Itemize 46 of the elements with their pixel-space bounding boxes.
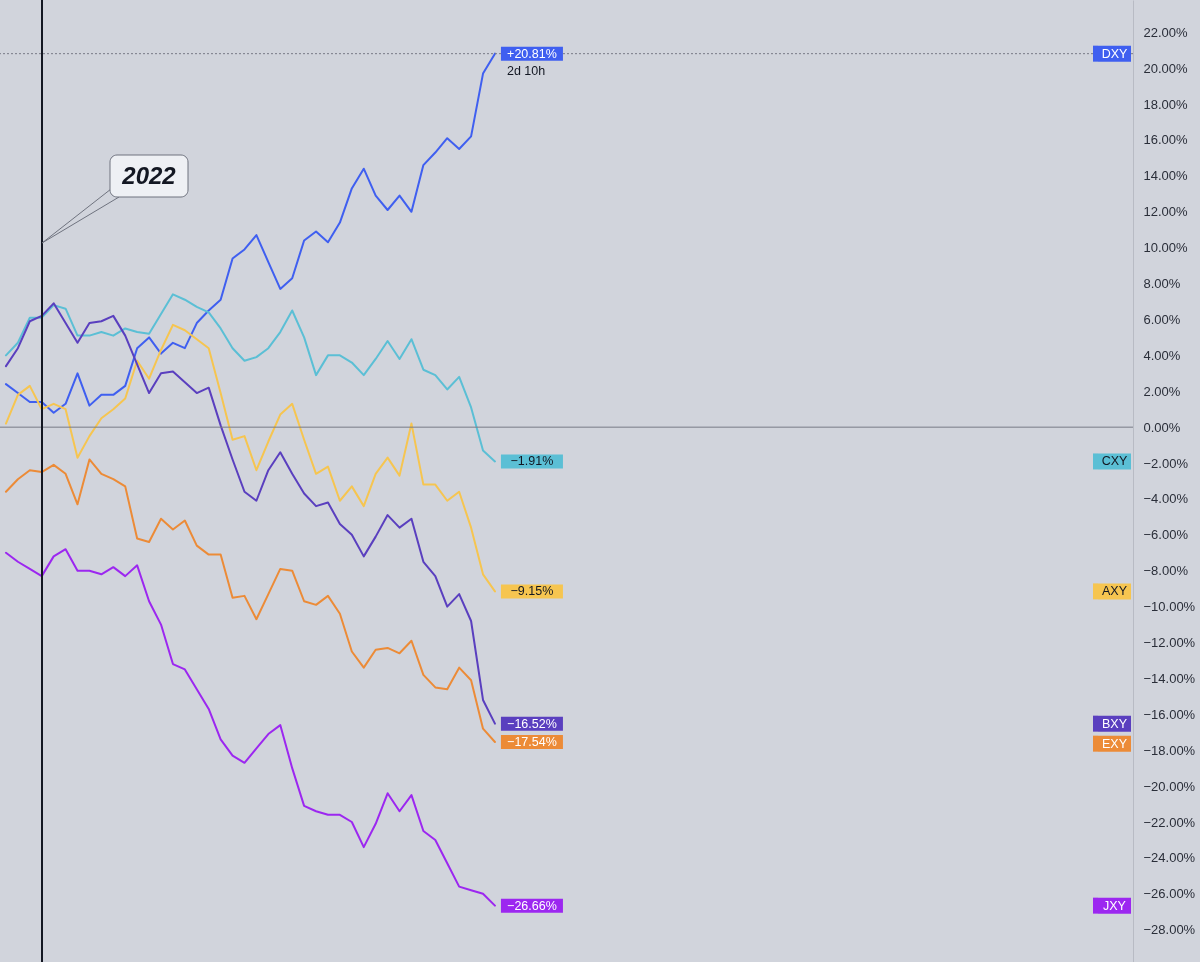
y-tick-label: 10.00% bbox=[1143, 240, 1189, 256]
y-tick-label: 22.00% bbox=[1143, 24, 1189, 40]
legend-label: AXY bbox=[1101, 584, 1128, 599]
y-tick-label: −14.00% bbox=[1143, 670, 1196, 686]
y-tick-label: −22.00% bbox=[1143, 814, 1196, 830]
line-series bbox=[4, 548, 496, 907]
y-tick-label: −6.00% bbox=[1143, 527, 1189, 543]
line-series bbox=[4, 302, 496, 725]
legend-label: EXY bbox=[1101, 736, 1128, 751]
y-tick-label: 2.00% bbox=[1143, 383, 1181, 399]
y-tick-label: 16.00% bbox=[1143, 132, 1189, 148]
y-tick-label: −8.00% bbox=[1143, 563, 1189, 579]
y-tick-label: −2.00% bbox=[1143, 455, 1189, 471]
line-series bbox=[4, 323, 496, 593]
y-tick-label: 4.00% bbox=[1143, 347, 1181, 363]
data-label: +20.81% bbox=[507, 46, 557, 61]
y-tick-label: 8.00% bbox=[1143, 276, 1181, 292]
y-tick-label: −12.00% bbox=[1143, 635, 1196, 651]
y-tick-label: 0.00% bbox=[1143, 419, 1181, 435]
y-tick-label: 14.00% bbox=[1143, 168, 1189, 184]
y-tick-label: −26.00% bbox=[1143, 886, 1196, 902]
y-tick-label: −18.00% bbox=[1143, 742, 1196, 758]
line-series bbox=[4, 458, 496, 743]
y-tick-label: −20.00% bbox=[1143, 778, 1196, 794]
data-label: −17.54% bbox=[507, 734, 557, 749]
annotation: 2d 10h bbox=[506, 63, 546, 78]
legend-label: JXY bbox=[1103, 898, 1127, 913]
line-series bbox=[4, 293, 496, 463]
y-tick-label: −24.00% bbox=[1143, 850, 1196, 866]
y-tick-label: 12.00% bbox=[1143, 204, 1189, 220]
legend-label: BXY bbox=[1101, 716, 1128, 731]
annotation: 2022 bbox=[121, 162, 177, 189]
line-series bbox=[4, 52, 496, 414]
y-tick-label: −10.00% bbox=[1143, 599, 1196, 615]
y-tick-label: −28.00% bbox=[1143, 922, 1196, 938]
y-tick-label: −16.00% bbox=[1143, 706, 1196, 722]
y-tick-label: 18.00% bbox=[1143, 96, 1189, 112]
data-label: −16.52% bbox=[507, 716, 557, 731]
data-label: −1.91% bbox=[510, 454, 554, 469]
legend-label: CXY bbox=[1101, 454, 1129, 469]
data-label: −26.66% bbox=[507, 898, 557, 913]
y-tick-label: 20.00% bbox=[1143, 60, 1189, 76]
legend-label: DXY bbox=[1101, 46, 1129, 61]
y-tick-label: 6.00% bbox=[1143, 311, 1181, 327]
data-label: −9.15% bbox=[510, 584, 554, 599]
y-tick-label: −4.00% bbox=[1143, 491, 1189, 507]
